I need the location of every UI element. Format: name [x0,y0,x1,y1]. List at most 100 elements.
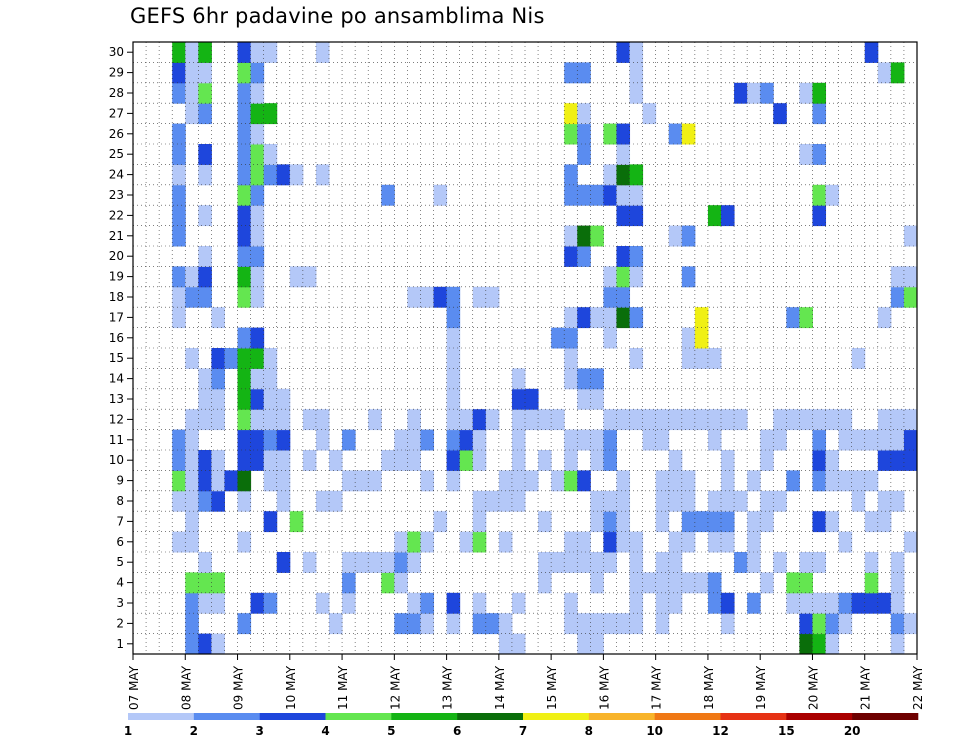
heatmap-cell [681,409,696,431]
heatmap-cell [838,592,853,614]
legend-swatch [325,713,392,720]
heatmap-cell [616,164,631,186]
heatmap-cell [603,123,617,145]
heatmap-cell [511,490,526,512]
heatmap-cell [616,246,631,267]
heatmap-cell [590,225,604,247]
heatmap-cell [198,470,212,492]
heatmap-cell [342,429,356,451]
heatmap-cell [799,633,813,655]
heatmap-cell [564,123,578,145]
heatmap-cell [459,429,474,451]
heatmap-cell [172,225,186,247]
heatmap-cell [890,490,905,512]
heatmap-cell [198,266,212,288]
heatmap-cell [681,348,696,369]
heatmap-cell [721,613,735,635]
heatmap-cell [890,572,905,594]
heatmap-cell [263,103,278,125]
heatmap-cell [433,286,448,308]
heatmap-cell [446,327,461,349]
heatmap-cell [250,225,265,247]
heatmap-cell [511,368,526,390]
heatmap-cell [707,490,722,512]
heatmap-cell [315,42,330,63]
heatmap-cell [812,511,827,533]
y-tick-label: 4 [116,576,124,590]
y-tick-label: 2 [116,616,124,630]
heatmap-cell [773,552,787,573]
heatmap-cell [250,42,265,63]
heatmap-cell [185,82,199,104]
heatmap-cell [864,429,879,451]
heatmap-cell [590,368,604,390]
heatmap-cell [655,613,670,635]
heatmap-cell [577,62,591,84]
heatmap-cell [760,511,774,533]
x-tick-label: 07 MAY [127,665,141,710]
heatmap-cell [590,572,604,594]
x-tick-label: 10 MAY [284,665,298,710]
heatmap-cell [185,572,199,594]
heatmap-cell [250,388,265,410]
heatmap-cell [250,409,265,431]
heatmap-cell [198,592,212,614]
heatmap-cell [302,450,317,471]
heatmap-cell [629,307,644,329]
heatmap-cell [263,409,278,431]
heatmap-cell [263,470,278,492]
heatmap-cell [498,470,513,492]
heatmap-cell [538,409,552,431]
heatmap-cell [198,82,212,104]
x-tick-label: 09 MAY [232,665,246,710]
heatmap-cell [747,470,761,492]
heatmap-cell [707,572,722,594]
heatmap-cell [172,470,186,492]
heatmap-cell [890,592,905,614]
heatmap-cell [407,613,421,635]
heatmap-cell [903,531,918,553]
heatmap-cell [668,592,683,614]
heatmap-cell [603,327,617,349]
heatmap-cell [799,307,813,329]
y-tick-label: 21 [109,229,124,243]
heatmap-cell [890,62,905,84]
heatmap-cell [877,429,892,451]
heatmap-cell [237,225,252,247]
heatmap-cell [185,633,199,655]
heatmap-cell [263,450,278,471]
heatmap-cell [172,82,186,104]
heatmap-cell [903,409,918,431]
heatmap-cell [812,144,827,165]
heatmap-cell [342,552,356,573]
heatmap-cell [629,62,644,84]
heatmap-cell [498,613,513,635]
heatmap-cell [629,613,644,635]
heatmap-cell [198,62,212,84]
heatmap-cell [263,144,278,165]
heatmap-cell [747,592,761,614]
heatmap-cell [315,490,330,512]
heatmap-cell [551,552,565,573]
x-tick-label: 12 MAY [388,665,402,710]
legend-label: 3 [255,724,263,738]
heatmap-cell [734,490,748,512]
heatmap-cell [851,592,866,614]
heatmap-cell [812,82,827,104]
heatmap-cell [564,62,578,84]
heatmap-cell [538,511,552,533]
heatmap-cell [707,429,722,451]
heatmap-cell [211,572,225,594]
heatmap-cell [315,409,330,431]
x-tick-label: 20 MAY [806,665,820,710]
heatmap-cell [211,368,225,390]
heatmap-cell [472,613,487,635]
heatmap-cell [472,409,487,431]
heatmap-cell [812,450,827,471]
heatmap-cell [603,409,617,431]
heatmap-cell [198,144,212,165]
heatmap-cell [903,429,918,451]
heatmap-cell [407,409,421,431]
heatmap-cell [276,552,291,573]
heatmap-cell [394,531,408,553]
